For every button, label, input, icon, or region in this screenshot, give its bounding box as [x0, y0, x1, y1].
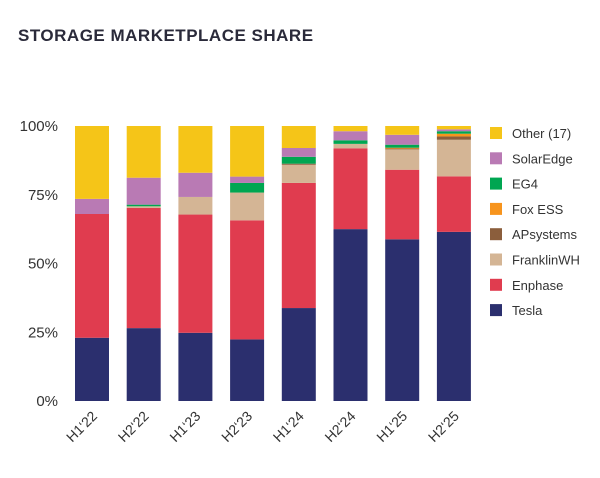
legend-swatch [490, 152, 502, 165]
y-tick-label: 50% [28, 256, 58, 273]
bar-segment-enphase [333, 148, 368, 230]
y-tick-label: 0% [36, 393, 58, 410]
legend-swatch [490, 253, 502, 266]
bar-segment-solaredge [126, 177, 161, 205]
x-tick-label: H2‘24 [321, 408, 358, 445]
bar-segment-tesla [230, 339, 265, 401]
bar-segment-eg4 [385, 144, 420, 148]
legend-swatch [490, 127, 502, 139]
y-tick-label: 100% [20, 118, 58, 135]
bar-segment-eg4 [333, 140, 368, 144]
bar-segment-other-17- [281, 126, 316, 148]
bar-segment-enphase [230, 220, 265, 340]
x-tick-label: H1‘23 [166, 408, 203, 445]
bar-segment-tesla [333, 229, 368, 401]
bar-segment-solaredge [230, 176, 265, 183]
bar-segment-solaredge [385, 134, 420, 145]
bar-segment-franklinwh [385, 149, 420, 170]
bar-segment-enphase [75, 214, 109, 338]
bar-segment-tesla [75, 337, 109, 401]
x-tick-label: H2‘22 [115, 408, 152, 445]
legend-label: Other (17) [512, 126, 571, 141]
legend-label: Enphase [512, 278, 563, 293]
bar-segment-eg4 [436, 131, 471, 134]
bar-segment-franklinwh [230, 192, 265, 221]
bar-segment-solaredge [333, 131, 368, 141]
legend-label: Fox ESS [512, 202, 564, 217]
bar-segment-eg4 [230, 182, 265, 193]
bar-segment-apsystems [385, 148, 420, 150]
bar-segment-apsystems [281, 163, 316, 165]
bar-segment-tesla [281, 308, 316, 401]
legend-swatch [490, 278, 502, 291]
bar-segment-enphase [385, 169, 420, 240]
bar-segment-other-17- [385, 126, 420, 135]
bar-segment-enphase [436, 176, 471, 232]
bar-segment-other-17- [230, 126, 265, 177]
x-tick-label: H2‘23 [218, 408, 255, 445]
legend-swatch [490, 228, 502, 241]
x-tick-label: H2‘25 [425, 408, 462, 445]
bar-segment-tesla [385, 239, 420, 401]
legend-swatch [490, 304, 502, 317]
x-tick-label: H1‘22 [63, 408, 100, 445]
bar-segment-franklinwh [126, 206, 161, 208]
bar-segment-franklinwh [178, 196, 213, 215]
legend-label: Tesla [512, 303, 543, 318]
chart-title: STORAGE MARKETPLACE SHARE [18, 26, 314, 45]
legend-label: APsystems [512, 227, 578, 242]
y-tick-label: 75% [28, 187, 58, 204]
bar-segment-tesla [436, 231, 471, 401]
bar-segment-other-17- [126, 126, 161, 178]
legend-label: SolarEdge [512, 151, 573, 166]
legend-label: FranklinWH [512, 253, 580, 268]
bar-segment-other-17- [75, 126, 109, 199]
bar-segment-tesla [178, 332, 213, 401]
bar-segment-tesla [126, 328, 161, 401]
bar-segment-franklinwh [436, 139, 471, 177]
bar-segment-other-17- [178, 126, 213, 173]
y-tick-label: 25% [28, 324, 58, 341]
bar-segment-apsystems [436, 136, 471, 140]
legend-swatch [490, 202, 502, 215]
x-tick-label: H1‘24 [270, 408, 307, 445]
bar-segment-solaredge [281, 148, 316, 157]
bar-segment-enphase [178, 214, 213, 333]
bar-segment-enphase [126, 207, 161, 329]
bar-segment-franklinwh [281, 164, 316, 183]
bar-segment-solaredge [75, 198, 109, 214]
bar-segment-eg4 [281, 156, 316, 164]
bar-segment-other-17- [333, 126, 368, 132]
bar-segment-solaredge [178, 172, 213, 197]
bar-segment-solaredge [436, 129, 471, 132]
legend-swatch [490, 177, 502, 190]
bar-segment-fox-ess [385, 147, 420, 149]
bar-segment-other-17- [436, 126, 471, 130]
x-tick-label: H1‘25 [373, 408, 410, 445]
bar-segment-enphase [281, 182, 316, 309]
bar-segment-eg4 [126, 204, 161, 207]
bar-segment-franklinwh [333, 143, 368, 149]
bar-segment-fox-ess [436, 133, 471, 137]
legend-label: EG4 [512, 177, 538, 192]
